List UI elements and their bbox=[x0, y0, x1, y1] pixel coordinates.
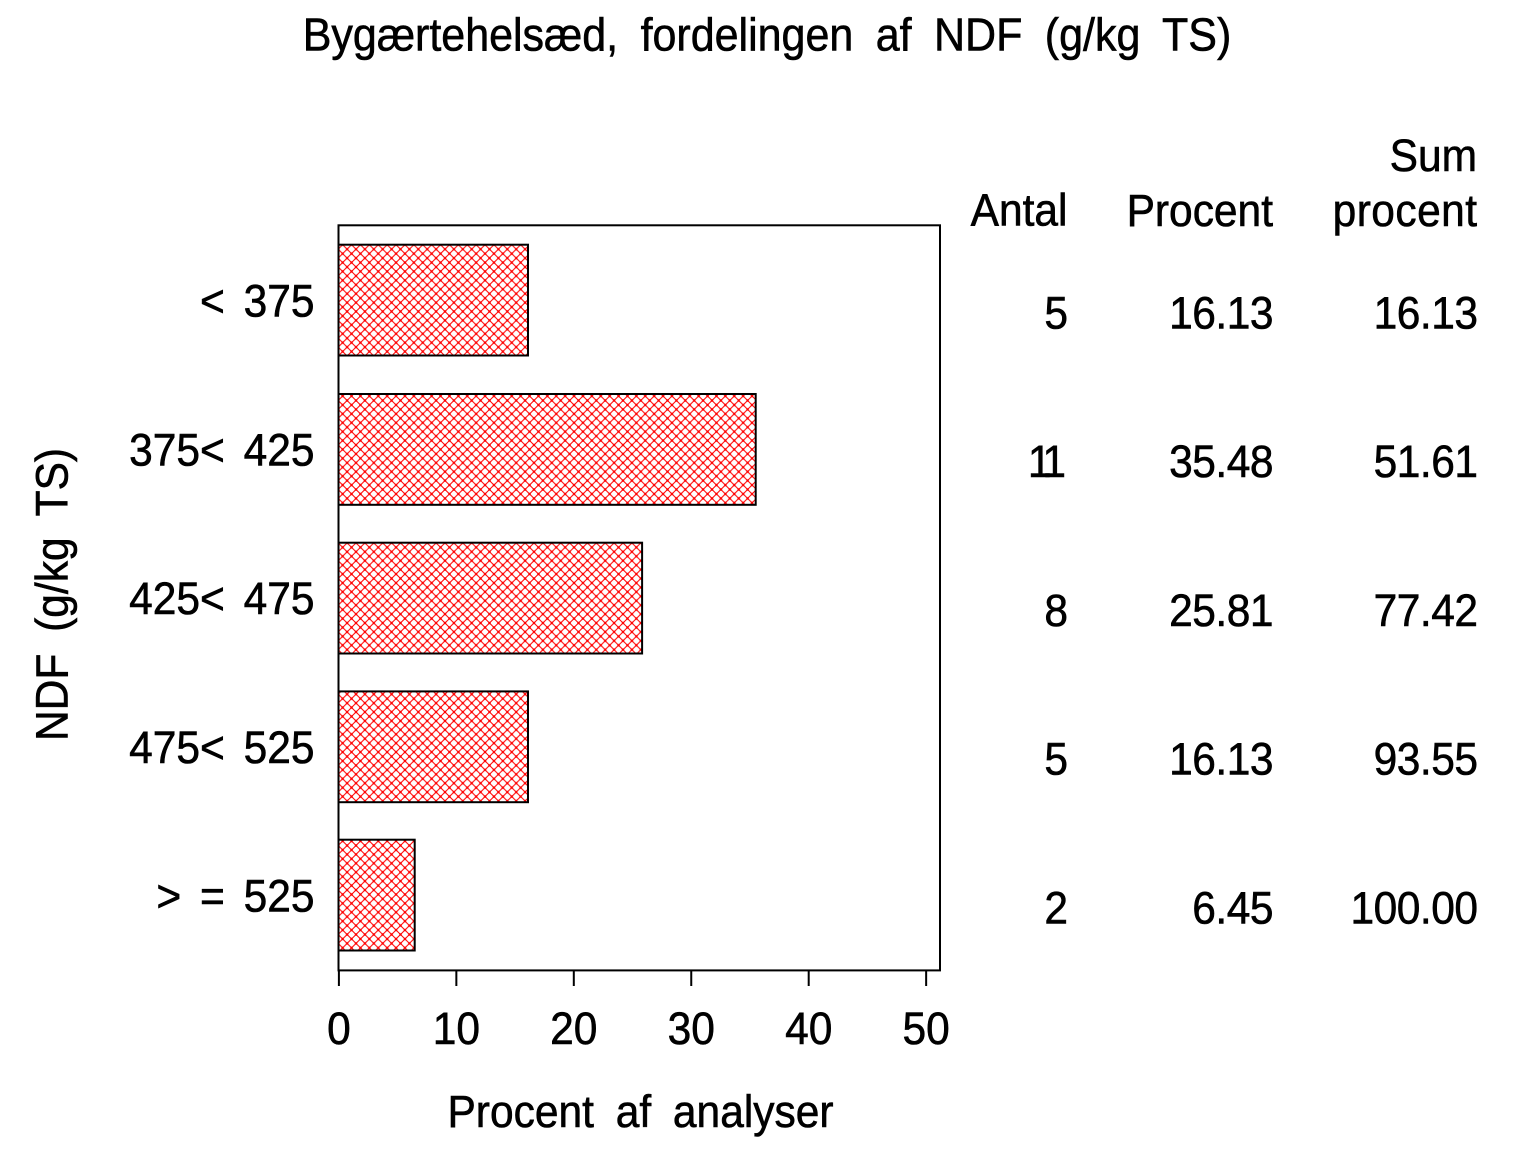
svg-text:475< 525: 475< 525 bbox=[129, 723, 314, 774]
svg-text:50: 50 bbox=[903, 1004, 950, 1055]
svg-text:425< 475: 425< 475 bbox=[129, 574, 314, 625]
svg-text:16.13: 16.13 bbox=[1169, 734, 1273, 785]
svg-text:93.55: 93.55 bbox=[1374, 734, 1478, 785]
svg-text:100.00: 100.00 bbox=[1351, 883, 1478, 934]
svg-text:10: 10 bbox=[433, 1004, 480, 1055]
svg-text:40: 40 bbox=[785, 1004, 832, 1055]
svg-text:< 375: < 375 bbox=[200, 276, 315, 327]
svg-text:NDF (g/kg TS): NDF (g/kg TS) bbox=[27, 448, 78, 741]
svg-text:5: 5 bbox=[1044, 288, 1067, 339]
svg-text:35.48: 35.48 bbox=[1169, 437, 1273, 488]
svg-text:Sum: Sum bbox=[1390, 131, 1477, 182]
svg-text:Antal: Antal bbox=[971, 185, 1068, 236]
svg-text:0: 0 bbox=[327, 1004, 351, 1055]
svg-text:30: 30 bbox=[668, 1004, 715, 1055]
svg-text:11: 11 bbox=[1028, 437, 1065, 488]
svg-text:6.45: 6.45 bbox=[1192, 883, 1273, 934]
svg-text:Procent: Procent bbox=[1127, 186, 1273, 237]
svg-text:8: 8 bbox=[1044, 586, 1067, 637]
svg-text:Bygærtehelsæd, fordelingen af: Bygærtehelsæd, fordelingen af NDF (g/kg … bbox=[303, 10, 1232, 61]
svg-text:25.81: 25.81 bbox=[1169, 586, 1273, 637]
svg-text:20: 20 bbox=[550, 1004, 597, 1055]
svg-text:16.13: 16.13 bbox=[1169, 288, 1273, 339]
svg-text:16.13: 16.13 bbox=[1374, 288, 1478, 339]
svg-text:> = 525: > = 525 bbox=[156, 871, 314, 922]
svg-text:77.42: 77.42 bbox=[1374, 586, 1478, 637]
svg-text:procent: procent bbox=[1333, 186, 1478, 237]
svg-text:2: 2 bbox=[1044, 883, 1067, 934]
svg-text:375< 425: 375< 425 bbox=[129, 425, 314, 476]
svg-text:51.61: 51.61 bbox=[1374, 437, 1478, 488]
svg-text:5: 5 bbox=[1044, 734, 1067, 785]
svg-text:Procent af analyser: Procent af analyser bbox=[447, 1087, 833, 1138]
